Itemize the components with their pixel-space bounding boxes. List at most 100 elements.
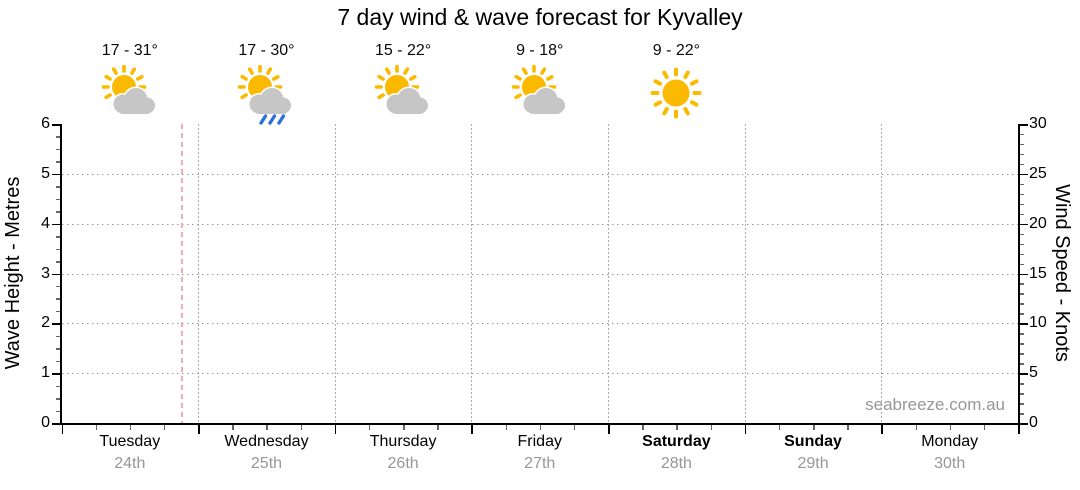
- right-axis-minor-tick: [1019, 303, 1024, 305]
- right-axis-minor-tick: [1019, 383, 1024, 385]
- left-axis-minor-tick: [55, 410, 60, 413]
- left-axis-minor-tick: [55, 398, 60, 400]
- right-axis-minor-tick: [1019, 163, 1024, 166]
- bottom-axis-minor-tick: [949, 424, 952, 430]
- horizontal-gridline: [61, 373, 1018, 375]
- right-axis-minor-tick: [1019, 183, 1024, 186]
- right-axis-tick-label: 0: [1029, 414, 1038, 431]
- bottom-axis-minor-tick: [573, 424, 576, 430]
- right-axis-tick-label: 10: [1029, 314, 1047, 332]
- left-axis-minor-tick: [55, 285, 60, 288]
- right-axis-minor-tick: [1019, 253, 1024, 256]
- day-name-label: Saturday: [642, 433, 711, 450]
- bottom-axis-minor-tick: [266, 424, 268, 430]
- day-name-label: Friday: [517, 433, 562, 450]
- now-marker-line: [181, 124, 183, 423]
- partly-cloudy-icon: [98, 63, 162, 130]
- day-date-label: 30th: [934, 455, 966, 472]
- left-axis-minor-tick: [55, 348, 60, 350]
- partly-cloudy-icon: [508, 63, 572, 130]
- right-axis-minor-tick: [1019, 263, 1024, 266]
- bottom-axis-major-tick: [744, 424, 747, 434]
- right-axis-tick-label: 5: [1029, 364, 1038, 382]
- bottom-axis-minor-tick: [813, 424, 815, 430]
- day-name-label: Monday: [921, 433, 979, 450]
- left-axis-minor-tick: [55, 261, 60, 263]
- right-axis-major-tick: [1019, 273, 1028, 275]
- right-axis-minor-tick: [1019, 193, 1024, 196]
- day-date-label: 27th: [524, 455, 556, 472]
- watermark: seabreeze.com.au: [865, 395, 1005, 414]
- right-axis-minor-tick: [1019, 153, 1024, 156]
- right-axis-minor-tick: [1019, 233, 1024, 236]
- bottom-axis-minor-tick: [847, 424, 849, 430]
- left-axis-tick-label: 2: [41, 314, 50, 332]
- day-date-label: 26th: [387, 455, 419, 472]
- bottom-axis-minor-tick: [300, 424, 303, 430]
- left-axis-tick-label: 6: [41, 115, 50, 132]
- left-axis-major-tick: [52, 423, 60, 425]
- left-axis-minor-tick: [55, 161, 60, 163]
- chart-title: 7 day wind & wave forecast for Kyvalley: [337, 4, 743, 30]
- right-axis-line: [1018, 124, 1020, 425]
- day-date-label: 25th: [250, 455, 283, 472]
- right-axis-minor-tick: [1019, 333, 1024, 335]
- bottom-axis-minor-tick: [710, 424, 713, 430]
- partly-cloudy-rain-icon: [234, 63, 298, 130]
- day-date-label: 28th: [660, 455, 692, 472]
- left-axis-major-tick: [52, 124, 60, 126]
- bottom-axis-major-tick: [881, 424, 883, 434]
- right-axis-minor-tick: [1019, 143, 1024, 146]
- day-boundary-gridline: [334, 124, 336, 423]
- horizontal-gridline: [61, 173, 1018, 175]
- bottom-axis-minor-tick: [403, 424, 405, 430]
- bottom-axis-minor-tick: [129, 424, 132, 430]
- day-boundary-gridline: [471, 124, 473, 423]
- left-axis-minor-tick: [55, 310, 60, 313]
- bottom-axis-minor-tick: [163, 424, 166, 430]
- bottom-axis-line: [60, 423, 1020, 425]
- left-axis-major-tick: [52, 223, 60, 226]
- right-axis-minor-tick: [1019, 213, 1024, 216]
- bottom-axis-minor-tick: [539, 424, 542, 430]
- left-axis-minor-tick: [55, 211, 60, 213]
- bottom-axis-minor-tick: [642, 424, 644, 430]
- day-name-label: Sunday: [784, 433, 842, 450]
- right-axis-major-tick: [1019, 173, 1028, 176]
- right-axis-minor-tick: [1019, 293, 1024, 295]
- right-axis-tick-label: 20: [1029, 214, 1047, 232]
- left-axis-minor-tick: [55, 248, 60, 251]
- day-boundary-gridline: [198, 124, 200, 423]
- left-axis-major-tick: [52, 273, 60, 275]
- right-axis-tick-label: 30: [1029, 115, 1047, 132]
- right-axis-minor-tick: [1019, 283, 1024, 285]
- bottom-axis-major-tick: [1018, 424, 1020, 434]
- temperature-range-label: 9 - 22°: [652, 42, 701, 59]
- right-axis-minor-tick: [1019, 393, 1024, 395]
- left-axis-minor-tick: [55, 360, 60, 363]
- day-date-label: 29th: [797, 455, 829, 472]
- left-axis-line: [60, 124, 62, 425]
- bottom-axis-minor-tick: [778, 424, 781, 430]
- horizontal-gridline: [61, 273, 1018, 275]
- bottom-axis-minor-tick: [983, 424, 986, 430]
- right-axis-tick-label: 25: [1029, 164, 1047, 182]
- partly-cloudy-icon: [371, 63, 435, 130]
- left-axis-minor-tick: [55, 186, 60, 188]
- bottom-axis-minor-tick: [505, 424, 508, 430]
- bottom-axis-minor-tick: [915, 424, 918, 430]
- bottom-axis-major-tick: [471, 424, 473, 434]
- bottom-axis-major-tick: [198, 424, 200, 434]
- right-axis-major-tick: [1019, 223, 1028, 226]
- bottom-axis-major-tick: [61, 424, 63, 434]
- right-axis-minor-tick: [1019, 203, 1024, 206]
- day-name-label: Wednesday: [224, 433, 309, 450]
- left-axis-minor-tick: [55, 198, 60, 201]
- right-axis-major-tick: [1019, 124, 1028, 126]
- left-axis-minor-tick: [55, 148, 60, 151]
- left-axis-tick-label: 4: [41, 214, 50, 232]
- left-axis-tick-label: 3: [41, 264, 50, 282]
- day-boundary-gridline: [744, 124, 746, 423]
- temperature-range-label: 17 - 30°: [238, 42, 295, 59]
